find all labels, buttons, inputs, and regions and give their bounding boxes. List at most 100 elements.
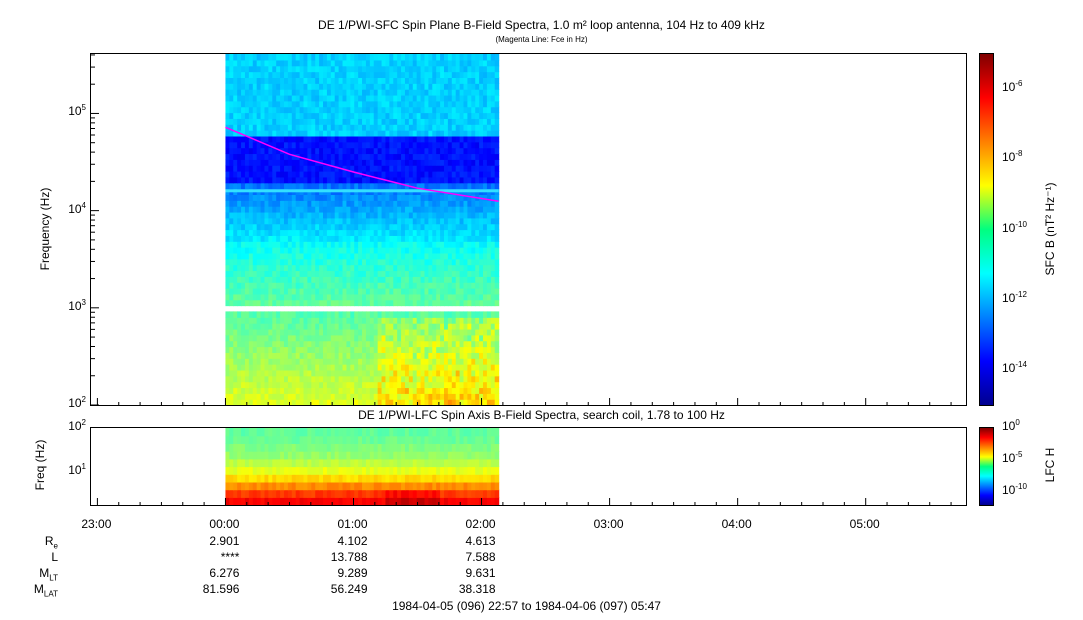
sfc-spectrogram-cell <box>416 65 422 73</box>
sfc-spectrogram-cell <box>241 247 246 254</box>
sfc-spectrogram-cell <box>424 358 429 365</box>
sfc-spectrogram-cell <box>365 276 371 283</box>
sfc-spectrogram-cell <box>268 112 273 119</box>
sfc-spectrogram-cell <box>401 358 406 365</box>
lfc-spectrogram-cell <box>268 451 273 460</box>
sfc-spectrogram-cell <box>291 71 297 78</box>
sfc-spectrogram-cell <box>264 176 269 184</box>
lfc-spectrogram-cell <box>440 466 445 475</box>
sfc-spectrogram-cell <box>264 89 269 96</box>
lfc-spectrogram-cell <box>463 466 468 475</box>
sfc-spectrogram-cell <box>416 381 422 389</box>
lfc-spectrogram-cell <box>483 481 488 491</box>
sfc-spectrogram-cell <box>483 171 488 178</box>
lfc-spectrogram-cell <box>280 458 285 468</box>
x-tick-label: 03:00 <box>593 517 624 531</box>
sfc-spectrogram-cell <box>369 135 375 143</box>
sfc-spectrogram-cell <box>428 100 433 108</box>
sfc-spectrogram-cell <box>408 311 414 318</box>
sfc-spectrogram-cell <box>244 135 250 143</box>
sfc-spectrogram-cell <box>365 229 371 236</box>
sfc-spectrogram-cell <box>424 153 429 160</box>
sfc-spectrogram-cell <box>404 194 410 201</box>
lfc-spectrogram-cell <box>385 474 390 483</box>
lfc-spectrogram-cell <box>350 428 355 437</box>
sfc-y-tick-label: 102 <box>68 395 86 410</box>
sfc-spectrogram-cell <box>229 334 234 342</box>
sfc-spectrogram-cell <box>428 317 433 324</box>
sfc-spectrogram-cell <box>401 369 406 377</box>
sfc-spectrogram-cell <box>338 276 344 283</box>
sfc-spectrogram-cell <box>393 241 398 248</box>
sfc-spectrogram-cell <box>299 223 305 231</box>
sfc-spectrogram-cell <box>233 387 238 394</box>
sfc-spectrogram-cell <box>319 323 324 330</box>
sfc-spectrogram-cell <box>486 334 492 342</box>
sfc-spectrogram-cell <box>494 258 500 266</box>
sfc-spectrogram-cell <box>233 206 238 213</box>
sfc-spectrogram-cell <box>432 59 437 67</box>
sfc-spectrogram-cell <box>299 375 305 383</box>
sfc-spectrogram-cell <box>291 159 297 166</box>
sfc-spectrogram-cell <box>330 288 336 295</box>
sfc-spectrogram-cell <box>307 211 312 219</box>
lfc-spectrogram-cell <box>428 481 433 491</box>
lfc-spectrogram-cell <box>225 435 230 444</box>
lfc-spectrogram-cell <box>404 466 410 475</box>
sfc-spectrogram-cell <box>463 171 468 178</box>
sfc-spectrogram-cell <box>365 258 371 266</box>
sfc-spectrogram-cell <box>260 147 266 155</box>
sfc-spectrogram-cell <box>241 340 246 348</box>
sfc-spectrogram-cell <box>323 334 328 342</box>
sfc-spectrogram-cell <box>272 200 277 207</box>
sfc-spectrogram-cell <box>252 393 258 400</box>
sfc-spectrogram-cell <box>389 381 394 389</box>
sfc-spectrogram-cell <box>373 153 379 160</box>
sfc-spectrogram-cell <box>319 369 324 377</box>
sfc-spectrogram-cell <box>393 235 398 242</box>
lfc-spectrogram-cell <box>264 458 269 468</box>
sfc-spectrogram-cell <box>412 54 418 61</box>
sfc-spectrogram-cell <box>443 358 449 365</box>
lfc-spectrogram-cell <box>416 435 422 444</box>
sfc-spectrogram-cell <box>401 71 406 78</box>
lfc-spectrogram-cell <box>397 458 402 468</box>
lfc-spectrogram-cell <box>486 481 492 491</box>
sfc-spectrogram-cell <box>315 124 320 131</box>
sfc-spectrogram-cell <box>362 194 367 201</box>
sfc-spectrogram-cell <box>264 252 269 260</box>
sfc-spectrogram-cell <box>436 130 441 137</box>
sfc-spectrogram-cell <box>490 399 496 405</box>
sfc-spectrogram-cell <box>323 147 328 155</box>
sfc-spectrogram-cell <box>393 77 398 84</box>
sfc-spectrogram-cell <box>272 364 277 371</box>
sfc-spectrogram-cell <box>307 358 312 365</box>
sfc-spectrogram-cell <box>303 71 308 78</box>
sfc-spectrogram-cell <box>323 369 328 377</box>
sfc-spectrogram-cell <box>455 147 461 155</box>
sfc-spectrogram-cell <box>237 247 242 254</box>
sfc-spectrogram-cell <box>490 282 496 289</box>
sfc-spectrogram-cell <box>276 77 281 84</box>
sfc-spectrogram-cell <box>494 241 500 248</box>
lfc-spectrogram-cell <box>369 451 375 460</box>
sfc-spectrogram-cell <box>490 71 496 78</box>
sfc-spectrogram-cell <box>365 147 371 155</box>
sfc-spectrogram-cell <box>233 165 238 172</box>
sfc-spectrogram-cell <box>416 323 422 330</box>
sfc-spectrogram-cell <box>483 194 488 201</box>
sfc-spectrogram-cell <box>475 364 480 371</box>
lfc-spectrogram-cell <box>389 451 394 460</box>
sfc-spectrogram-cell <box>408 252 414 260</box>
sfc-spectrogram-cell <box>490 159 496 166</box>
sfc-spectrogram-cell <box>404 235 410 242</box>
sfc-spectrogram-cell <box>350 381 355 389</box>
sfc-spectrogram-cell <box>486 65 492 73</box>
sfc-spectrogram-cell <box>467 77 472 84</box>
sfc-spectrogram-cell <box>404 252 410 260</box>
sfc-spectrogram-cell <box>451 59 457 67</box>
lfc-spectrogram-cell <box>362 451 367 460</box>
sfc-spectrogram-cell <box>475 217 480 225</box>
sfc-spectrogram-cell <box>252 258 258 266</box>
sfc-spectrogram-cell <box>362 153 367 160</box>
